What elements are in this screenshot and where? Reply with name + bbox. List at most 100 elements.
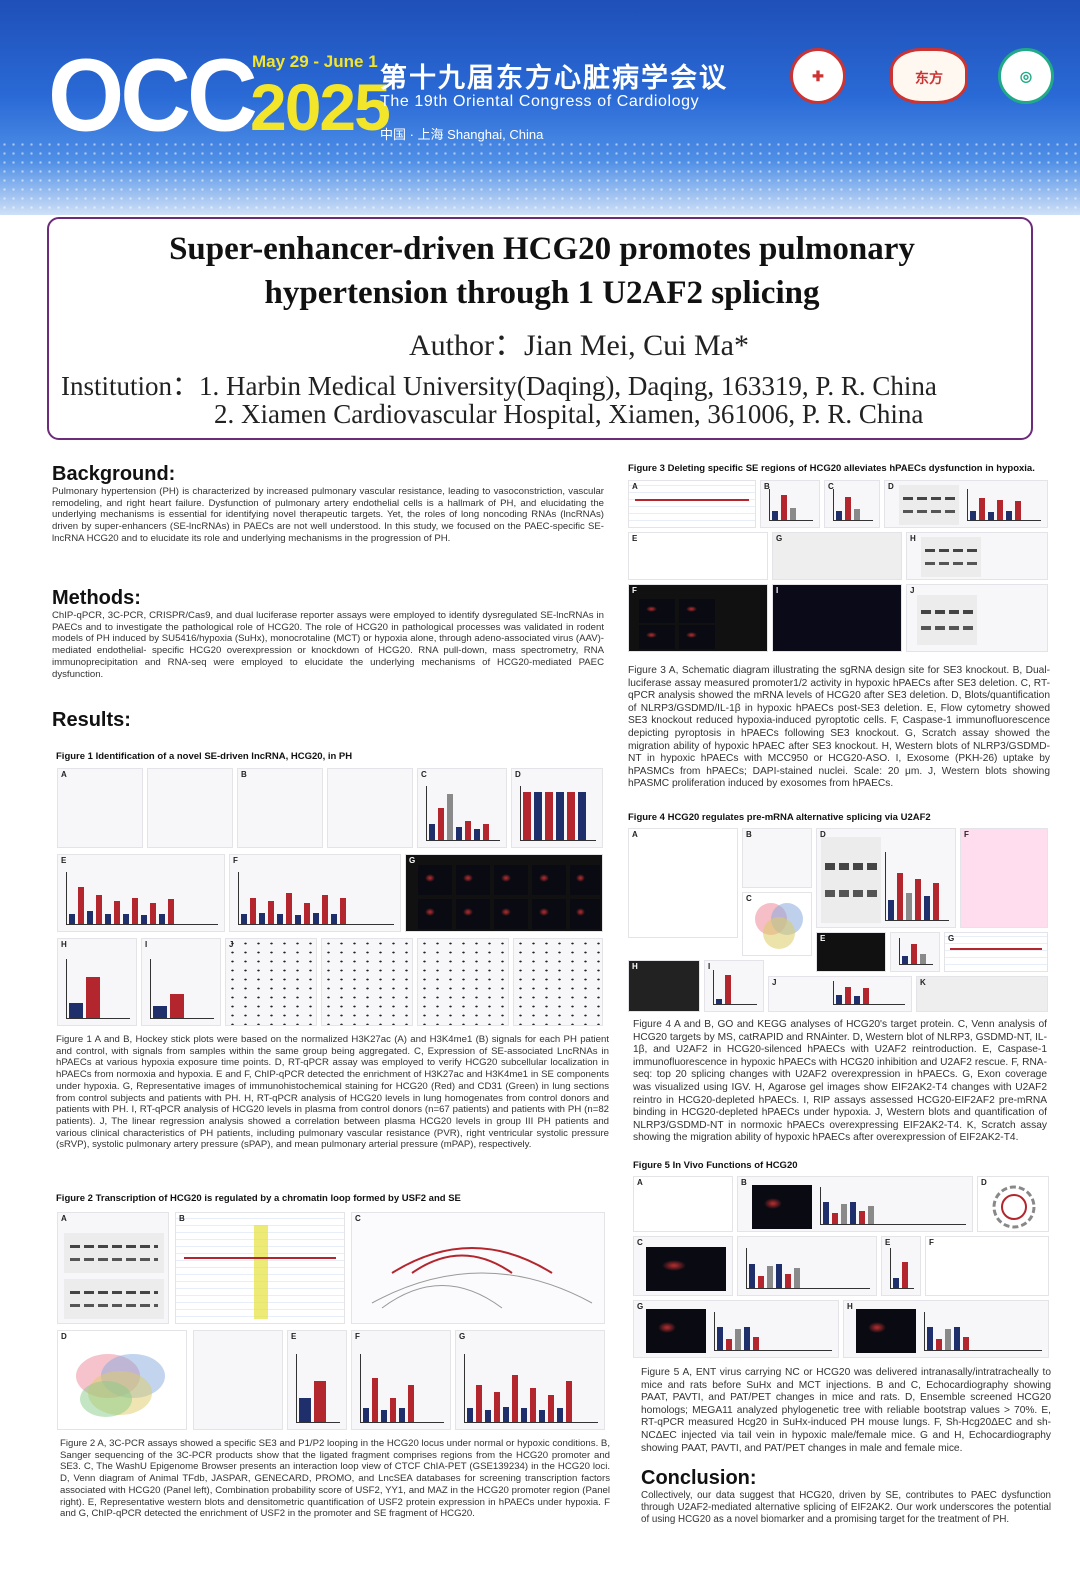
fig5-panel-d: D	[977, 1176, 1049, 1232]
fig4-panel-f: F	[960, 828, 1048, 928]
fig3-panel-h: H	[906, 532, 1048, 580]
occ-logo-text: OCC	[48, 37, 258, 153]
figure-3-caption-block: Figure 3 A, Schematic diagram illustrati…	[628, 665, 1050, 791]
background-heading: Background:	[52, 463, 176, 485]
fig3-panel-j: J	[906, 584, 1048, 652]
fig1-panel-d: D	[511, 768, 603, 848]
figure-5-caption-block: Figure 5 A, ENT virus carrying NC or HCG…	[641, 1367, 1051, 1455]
fig2-panel-e: E	[287, 1330, 347, 1430]
results-heading: Results:	[52, 709, 131, 731]
fig3-panel-a: A	[628, 480, 756, 528]
figure-4-caption: Figure 4 A and B, GO and KEGG analyses o…	[633, 1019, 1047, 1144]
fig4-panel-e-quant	[890, 932, 940, 972]
conference-year: 2025	[250, 70, 391, 144]
fig2-panel-d-scores	[193, 1330, 283, 1430]
fig2-venn-diagram	[76, 1354, 165, 1417]
fig2-interaction-arcs	[371, 1247, 593, 1309]
conference-title-chinese: 第十九届东方心脏病学会议	[380, 63, 728, 94]
poster-title-line1: Super-enhancer-driven HCG20 promotes pul…	[169, 231, 915, 267]
figure-1-heading: Figure 1 Identification of a novel SE-dr…	[56, 751, 353, 762]
conclusion-section: Conclusion: Collectively, our data sugge…	[641, 1466, 1051, 1526]
fig2-panel-d: D	[57, 1330, 187, 1430]
figure-5-caption: Figure 5 A, ENT virus carrying NC or HCG…	[641, 1367, 1051, 1454]
figure-5-title: Figure 5 In Vivo Functions of HCG20	[633, 1160, 1053, 1172]
conclusion-text: Collectively, our data suggest that HCG2…	[641, 1490, 1051, 1525]
figure-3-caption: Figure 3 A, Schematic diagram illustrati…	[628, 665, 1050, 790]
fig3-panel-c: C	[824, 480, 880, 528]
fig3-panel-b: B	[760, 480, 820, 528]
fig4-panel-j: J	[768, 976, 912, 1012]
fig1-panel-j-pvr: J	[225, 938, 317, 1026]
fig4-panel-k: K	[916, 976, 1048, 1012]
fig4-panel-a: A	[628, 828, 738, 938]
fig4-panel-e: E	[816, 932, 886, 972]
fig5-panel-e: E	[881, 1236, 921, 1296]
figure-2-caption: Figure 2 A, 3C-PCR assays showed a speci…	[60, 1438, 610, 1520]
figure-4-title: Figure 4 HCG20 regulates pre-mRNA altern…	[628, 812, 1048, 824]
figure-5-panels: A B D C E F G H	[631, 1174, 1051, 1360]
figure-2-caption-block: Figure 2 A, 3C-PCR assays showed a speci…	[60, 1438, 610, 1520]
fig4-panel-d: D	[816, 828, 956, 928]
fig1-panel-h: H	[57, 938, 137, 1026]
fig4-panel-h: H	[628, 960, 700, 1012]
figure-1-panels: A B C D E F G H I J	[55, 766, 605, 1028]
fig1-panel-i: I	[141, 938, 221, 1026]
figure-1-title: Figure 1 Identification of a novel SE-dr…	[56, 751, 604, 763]
conference-dates: May 29 - June 1	[252, 52, 378, 71]
fig1-panel-j-mpap	[513, 938, 603, 1026]
figure-3-heading: Figure 3 Deleting specific SE regions of…	[628, 463, 1035, 474]
fig2-panel-a: A	[57, 1212, 169, 1324]
figure-5-heading: Figure 5 In Vivo Functions of HCG20	[633, 1160, 798, 1171]
fig5-panel-a: A	[633, 1176, 733, 1232]
fig3-panel-d: D	[884, 480, 1048, 528]
results-section: Results:	[52, 708, 604, 732]
conference-location: 中国 · 上海 Shanghai, China	[380, 127, 544, 142]
fig5-phylogenetic-tree	[992, 1185, 1036, 1229]
figure-3-title: Figure 3 Deleting specific SE regions of…	[628, 463, 1048, 475]
background-text: Pulmonary hypertension (PH) is character…	[52, 486, 604, 544]
conference-title-english: The 19th Oriental Congress of Cardiology	[380, 93, 700, 110]
fig4-panel-g: G	[944, 932, 1048, 972]
fig5-panel-g: G	[633, 1300, 839, 1358]
fig1-panel-b2	[327, 768, 413, 848]
figure-2-panels: A B C D E F G	[55, 1210, 607, 1432]
fig5-panel-c-quant	[737, 1236, 877, 1296]
poster-title-line2: hypertension through 1 U2AF2 splicing	[264, 275, 820, 311]
fig1-panel-a: A	[57, 768, 143, 848]
fig1-panel-a2	[147, 768, 233, 848]
oriental-cardiology-logo: 东方	[890, 48, 968, 104]
fig1-panel-b: B	[237, 768, 323, 848]
fig5-panel-c: C	[633, 1236, 733, 1296]
authors: Author：Jian Mei, Cui Ma*	[409, 329, 749, 362]
methods-section: Methods: ChIP-qPCR, 3C-PCR, CRISPR/Cas9,…	[52, 586, 604, 680]
figure-2-heading: Figure 2 Transcription of HCG20 is regul…	[56, 1193, 461, 1204]
figure-4-heading: Figure 4 HCG20 regulates pre-mRNA altern…	[628, 812, 931, 823]
fig3-panel-f: F	[628, 584, 768, 652]
fig1-panel-j-spap	[417, 938, 509, 1026]
fig1-panel-j-srvp	[321, 938, 413, 1026]
conclusion-heading: Conclusion:	[641, 1467, 757, 1489]
fig5-panel-b: B	[737, 1176, 973, 1232]
fig2-panel-f: F	[351, 1330, 451, 1430]
conference-header: OCC May 29 - June 1 2025 第十九届东方心脏病学会议 Th…	[0, 0, 1080, 215]
methods-heading: Methods:	[52, 587, 141, 609]
fig2-panel-c: C	[351, 1212, 605, 1324]
fig5-panel-f: F	[925, 1236, 1049, 1296]
fig1-panel-g: G	[405, 854, 603, 932]
fig5-panel-h: H	[843, 1300, 1049, 1358]
figure-4-panels: A B D F C E G H I J K	[626, 826, 1050, 1014]
institution-1: Institution：1. Harbin Medical University…	[61, 371, 937, 401]
fig1-panel-c: C	[417, 768, 507, 848]
fig3-panel-i: I	[772, 584, 902, 652]
fig4-panel-b: B	[742, 828, 812, 888]
fig3-panel-e: E	[628, 532, 768, 580]
figure-1-caption: Figure 1 A and B, Hockey stick plots wer…	[56, 1034, 609, 1151]
fig2-panel-g: G	[455, 1330, 605, 1430]
methods-text: ChIP-qPCR, 3C-PCR, CRISPR/Cas9, and dual…	[52, 610, 604, 680]
figure-2-title: Figure 2 Transcription of HCG20 is regul…	[56, 1193, 604, 1205]
fig2-panel-b: B	[175, 1212, 345, 1324]
society-emblem-logo: ◎	[998, 48, 1054, 104]
header-dot-pattern	[0, 140, 1080, 215]
fig4-panel-c: C	[742, 892, 812, 956]
fig4-panel-i: I	[704, 960, 764, 1012]
